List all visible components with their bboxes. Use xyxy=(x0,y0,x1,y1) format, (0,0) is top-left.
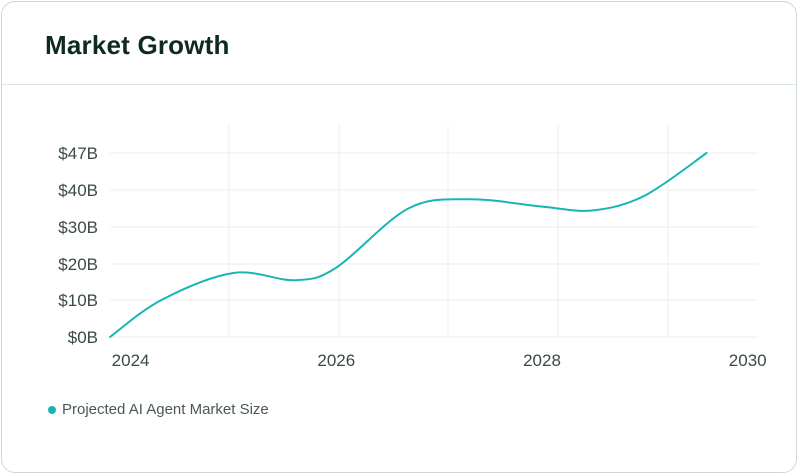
card-title: Market Growth xyxy=(45,30,230,60)
y-tick-label-3: $30B xyxy=(58,218,98,237)
y-tick-label-0: $0B xyxy=(68,328,98,347)
y-tick-label-1: $10B xyxy=(58,291,98,310)
x-tick-label-3: 2030 xyxy=(729,351,767,370)
series-line-projected-ai-agent-market-size xyxy=(109,152,708,338)
x-tick-label-2: 2028 xyxy=(523,351,561,370)
y-tick-label-5: $47B xyxy=(58,144,98,163)
y-tick-label-2: $20B xyxy=(58,255,98,274)
legend-swatch xyxy=(48,405,56,414)
x-tick-label-1: 2026 xyxy=(317,351,355,370)
x-tick-label-0: 2024 xyxy=(112,351,150,370)
y-tick-label-4: $40B xyxy=(58,181,98,200)
card-header: Market Growth xyxy=(2,2,796,85)
legend-label: Projected AI Agent Market Size xyxy=(62,401,269,418)
chart-legend[interactable]: Projected AI Agent Market Size xyxy=(48,401,269,418)
